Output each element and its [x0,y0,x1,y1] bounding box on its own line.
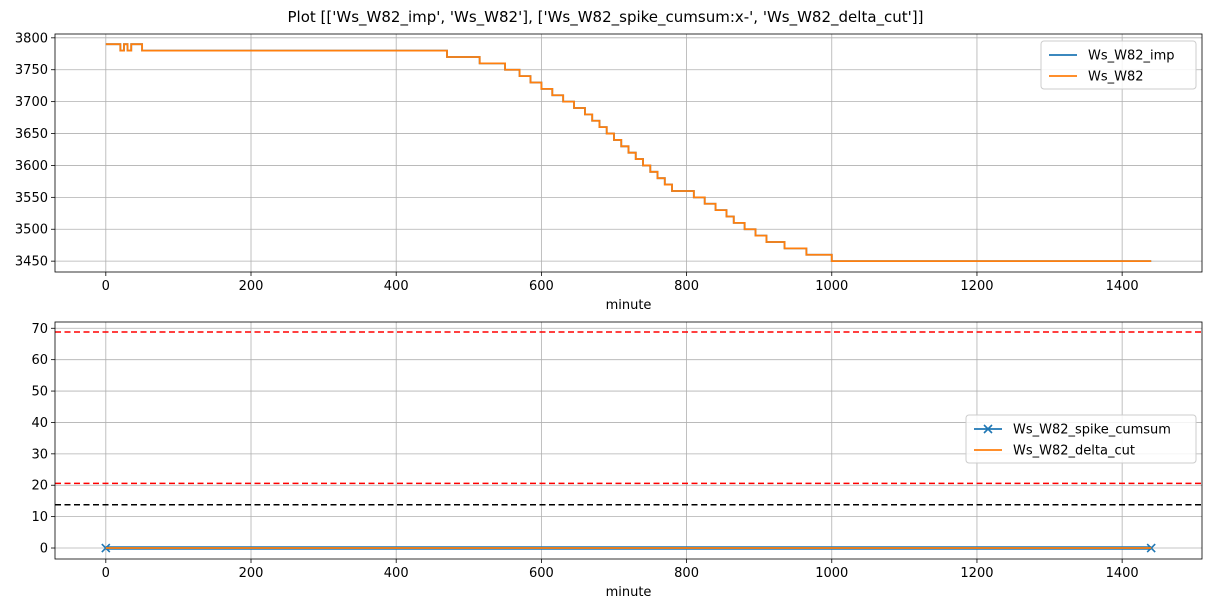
grid [55,322,1202,559]
x-tick-label: 1000 [815,279,848,294]
y-tick-label: 20 [31,479,48,494]
figure-title: Plot [['Ws_W82_imp', 'Ws_W82'], ['Ws_W82… [288,8,924,27]
axes-frame [54,33,1203,273]
y-tick-label: 50 [31,385,48,400]
y-tick-label: 60 [31,353,48,368]
x-tick-label: 400 [384,566,409,581]
y-tick-label: 3500 [15,223,48,238]
x-tick-label: 200 [239,279,264,294]
legend-label: Ws_W82_delta_cut [1013,444,1135,459]
x-tick-label: 600 [529,566,554,581]
y-tick-label: 3750 [15,63,48,78]
top-axes: 0 200 400 600 800 1000 1200 1400 3450 3500 3550 360… [15,31,1203,313]
x-tick-label: 600 [529,279,554,294]
y-tick-label: 70 [31,322,48,337]
x-tick-label: 0 [102,566,110,581]
legend-label: Ws_W82 [1088,70,1144,85]
legend: Ws_W82_spike_cumsum Ws_W82_delta_cut [965,414,1197,464]
x-tick-label: 1400 [1106,566,1139,581]
legend-marker [983,424,993,434]
axes-frame [54,321,1203,560]
legend-box [1040,40,1197,90]
x-tick-label: 400 [384,279,409,294]
series-marker [101,543,111,553]
y-tick-label: 30 [31,447,48,462]
y-tick-label: 3600 [15,159,48,174]
x-tick-label: 1000 [815,566,848,581]
plot-area [105,43,1152,263]
x-tick-label: 200 [239,566,264,581]
x-tick-label: 800 [674,279,699,294]
legend-label: Ws_W82_imp [1088,49,1175,64]
y-tick-label: 3700 [15,95,48,110]
x-tick-label: 1400 [1106,279,1139,294]
y-tick-label: 10 [31,510,48,525]
bottom-axes: 0 200 400 600 800 1000 1200 1400 0 10 20 30 40 50 60 70… [31,321,1203,600]
x-tick-label: 1200 [960,279,993,294]
x-tick-label: 1200 [960,566,993,581]
x-tick-label: 800 [674,566,699,581]
x-tick-label: 0 [102,279,110,294]
x-axis-label: minute [606,585,652,600]
plot-area [55,331,1202,553]
x-axis-label: minute [606,298,652,313]
legend: Ws_W82_imp Ws_W82 [1040,40,1197,90]
legend-box [965,414,1197,464]
y-tick-label: 3450 [15,255,48,270]
grid [55,34,1202,272]
series-line [105,43,1152,263]
y-tick-label: 3800 [15,31,48,46]
y-tick-label: 3650 [15,127,48,142]
y-tick-label: 40 [31,416,48,431]
y-tick-label: 0 [40,542,48,557]
legend-label: Ws_W82_spike_cumsum [1013,423,1171,438]
y-tick-label: 3550 [15,191,48,206]
